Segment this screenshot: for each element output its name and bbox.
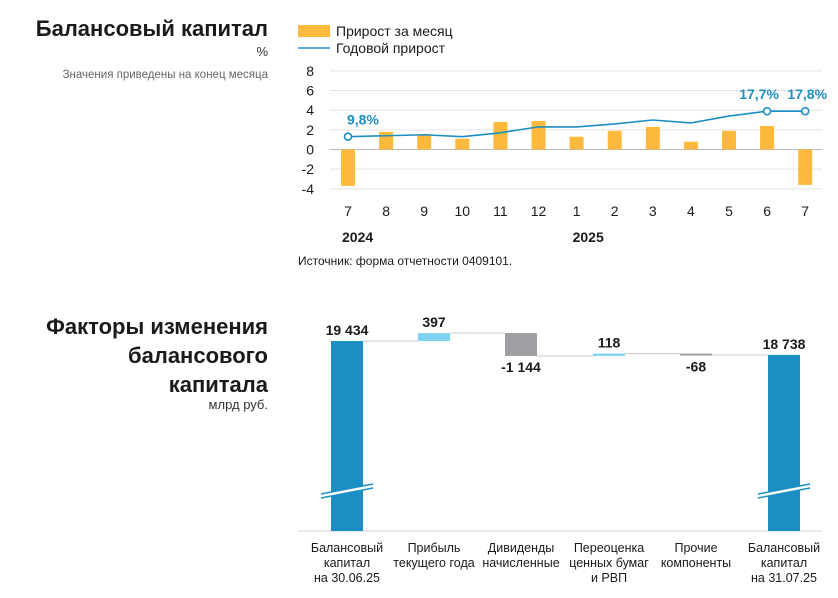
line-point-label: 17,7%	[739, 86, 779, 102]
line-point-marker	[800, 106, 810, 116]
x-tick-label: 12	[531, 203, 547, 219]
waterfall-category-label: Балансовый	[311, 541, 383, 555]
waterfall-category-label: Прочие	[674, 541, 717, 555]
waterfall-value-label: 18 738	[763, 336, 806, 352]
bar-monthly-growth	[722, 130, 736, 150]
waterfall-category-label: капитал	[324, 556, 370, 570]
axis-break-gap	[321, 484, 373, 498]
line-point-marker	[343, 132, 353, 142]
x-tick-label: 8	[382, 203, 390, 219]
chart2-title: Факторы изменения балансового капитала	[0, 312, 268, 399]
chart2-unit: млрд руб.	[208, 397, 268, 412]
y-tick-label: 8	[306, 63, 314, 79]
waterfall-bar	[768, 354, 800, 531]
waterfall-category-label: на 31.07.25	[751, 571, 817, 585]
chart1-title: Балансовый капитал	[35, 16, 268, 41]
x-tick-label: 10	[455, 203, 471, 219]
waterfall-value-label: 118	[598, 335, 621, 351]
waterfall-category-label: начисленные	[482, 556, 559, 570]
x-tick-label: 11	[493, 203, 508, 219]
waterfall-category-label: Переоценка	[574, 541, 644, 555]
x-tick-label: 7	[344, 203, 352, 219]
line-annual-growth	[347, 110, 806, 138]
legend-line-label: Годовой прирост	[336, 40, 446, 56]
waterfall-bar	[418, 333, 450, 341]
waterfall-category-label: ценных бумаг	[569, 556, 649, 570]
bar-monthly-growth	[341, 149, 355, 186]
axis-break-line	[320, 487, 374, 499]
bar-monthly-growth	[493, 121, 508, 150]
chart2-title-line3: капитала	[168, 372, 268, 397]
axis-break-line	[320, 483, 374, 495]
bar-monthly-growth	[645, 126, 660, 150]
waterfall-category-label: на 30.06.25	[314, 571, 380, 585]
waterfall-value-label: -68	[686, 359, 706, 375]
x-tick-label: 6	[763, 203, 771, 219]
x-tick-label: 3	[649, 203, 657, 219]
axis-break-gap	[758, 484, 810, 498]
chart2-title-line2: балансового	[128, 343, 268, 368]
y-tick-label: -2	[302, 161, 315, 177]
x-year-label: 2025	[573, 229, 604, 245]
line-point-label: 17,8%	[787, 86, 827, 102]
waterfall-category-label: Прибыль	[408, 541, 461, 555]
waterfall-bar	[680, 353, 712, 356]
y-tick-label: -4	[302, 181, 315, 197]
waterfall-value-label: 397	[422, 314, 446, 330]
y-tick-label: 0	[306, 142, 314, 158]
bar-monthly-growth	[760, 125, 775, 150]
line-point-marker	[762, 106, 772, 116]
bar-monthly-growth	[683, 141, 698, 150]
waterfall-category-label: Балансовый	[748, 541, 820, 555]
bar-monthly-growth	[798, 149, 813, 185]
chart1-unit: %	[256, 44, 268, 59]
legend-bar-swatch	[298, 25, 330, 37]
x-tick-label: 5	[725, 203, 733, 219]
y-tick-label: 6	[306, 83, 314, 99]
bar-monthly-growth	[569, 136, 584, 150]
waterfall-bar	[505, 333, 537, 356]
waterfall-category-label: текущего года	[393, 556, 474, 570]
bar-monthly-growth	[455, 138, 470, 150]
axis-break-line	[757, 483, 811, 495]
chart1-note: Значения приведены на конец месяца	[62, 69, 268, 81]
x-tick-label: 4	[687, 203, 695, 219]
chart2-title-line1: Факторы изменения	[46, 314, 268, 339]
x-year-label: 2024	[342, 229, 373, 245]
y-tick-label: 4	[306, 102, 314, 118]
waterfall-bar	[331, 341, 363, 531]
axis-break-line	[757, 487, 811, 499]
x-tick-label: 9	[420, 203, 428, 219]
bar-monthly-growth	[417, 134, 432, 150]
waterfall-category-label: Дивиденды	[488, 541, 555, 555]
waterfall-value-label: 19 434	[326, 322, 369, 338]
waterfall-category-label: и РВП	[591, 571, 627, 585]
chart1-source: Источник: форма отчетности 0409101.	[298, 254, 513, 268]
x-tick-label: 7	[801, 203, 809, 219]
waterfall-value-label: -1 144	[501, 359, 541, 375]
legend-bar-label: Прирост за месяц	[336, 23, 453, 39]
waterfall-bar	[593, 353, 625, 356]
waterfall-category-label: капитал	[761, 556, 807, 570]
waterfall-category-label: компоненты	[661, 556, 731, 570]
bar-monthly-growth	[607, 130, 622, 150]
y-tick-label: 2	[306, 122, 314, 138]
x-tick-label: 1	[573, 203, 581, 219]
line-point-label: 9,8%	[347, 112, 379, 128]
x-tick-label: 2	[611, 203, 619, 219]
